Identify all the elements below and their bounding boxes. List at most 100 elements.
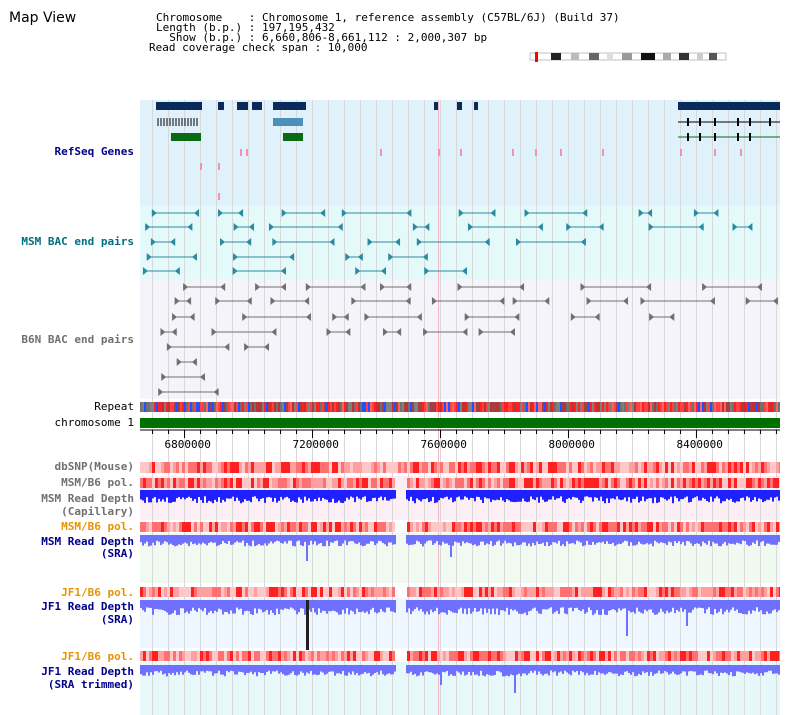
track-label-jf1-b6-pol[interactable]: JF1/B6 pol. [61, 586, 134, 599]
jf1-trim-pol-strip [239, 651, 242, 661]
jf1-trim-depth-bar [764, 665, 766, 673]
msm-sra-depth-bar [296, 535, 298, 542]
msm-pol-strip [470, 478, 473, 488]
msm-pol-strip [233, 478, 236, 488]
track-label-msm-b6-pol-sra[interactable]: MSM/B6 pol. [61, 520, 134, 533]
jf1-trim-pol-strip [386, 651, 389, 661]
jf1-trim-pol-strip [326, 651, 329, 661]
b6n-bac-pair-end [649, 313, 655, 321]
jf1-sra-depth-bar [738, 600, 740, 614]
jf1-pol-strip [416, 587, 419, 597]
jf1-trim-pol-strip [707, 651, 710, 661]
track-label-b6n-bac[interactable]: B6N BAC end pairs [21, 333, 134, 346]
jf1-pol-strip [338, 587, 341, 597]
jf1-pol-strip [182, 587, 185, 597]
track-label-msm-depth-capillary-1[interactable]: MSM Read Depth [41, 492, 134, 505]
msm-pol-strip [239, 478, 242, 488]
msm-sra-depth-bar [592, 535, 594, 542]
repeat-segment [260, 402, 262, 412]
track-label-msm-depth-sra-1[interactable]: MSM Read Depth [41, 535, 134, 548]
msm-sra-depth-bar [578, 535, 580, 542]
msm-bac-pair-end [191, 253, 197, 261]
repeat-segment [202, 402, 204, 412]
track-label-refseq-genes[interactable]: RefSeq Genes [54, 145, 134, 158]
repeat-segment [658, 402, 660, 412]
dbsnp-strip [752, 462, 755, 473]
jf1-trim-depth-bar [554, 665, 556, 672]
msm-sra-depth-bar [556, 535, 558, 544]
msm-pol-strip [209, 478, 212, 488]
msm-sra-pol-strip [728, 522, 731, 532]
msm-capillary-depth-bar [234, 490, 236, 502]
msm-sra-pol-strip [455, 522, 458, 532]
msm-sra-depth-bar [490, 535, 492, 542]
msm-sra-depth-bar [630, 535, 632, 543]
jf1-sra-depth-bar [468, 600, 470, 609]
msm-sra-pol-strip [620, 522, 623, 532]
msm-capillary-depth-bar [716, 490, 718, 497]
msm-capillary-depth-bar [284, 490, 286, 498]
jf1-sra-depth-bar [768, 600, 770, 614]
b6n-bac-track-bg [140, 279, 780, 399]
jf1-trim-pol-strip [446, 651, 449, 661]
msm-capillary-depth-bar [326, 490, 328, 500]
msm-capillary-depth-bar [330, 490, 332, 503]
jf1-pol-strip [749, 587, 752, 597]
jf1-trim-pol-strip [491, 651, 494, 661]
msm-capillary-depth-bar [328, 490, 330, 503]
jf1-pol-strip [173, 587, 176, 597]
jf1-trim-depth-bar [678, 665, 680, 675]
msm-pol-strip [227, 478, 230, 488]
repeat-segment [454, 402, 456, 412]
msm-capillary-depth-bar [680, 490, 682, 500]
jf1-pol-strip [479, 587, 482, 597]
jf1-trim-depth-bar [758, 665, 760, 676]
jf1-sra-depth-bar [380, 600, 382, 609]
track-label-jf1-b6-pol-trim[interactable]: JF1/B6 pol. [61, 650, 134, 663]
dbsnp-strip [203, 462, 206, 473]
jf1-trim-depth-bar [178, 665, 180, 675]
track-label-dbsnp[interactable]: dbSNP(Mouse) [54, 460, 134, 473]
b6n-bac-pair-end [380, 283, 386, 291]
repeat-segment [220, 402, 222, 412]
msm-capillary-depth-bar [770, 490, 772, 498]
repeat-segment [366, 402, 368, 412]
dbsnp-strip [710, 462, 713, 473]
track-label-jf1-depth-trim-1[interactable]: JF1 Read Depth [41, 665, 134, 678]
track-label-msm-b6-pol[interactable]: MSM/B6 pol. [61, 476, 134, 489]
msm-bac-pair-end [467, 223, 473, 231]
msm-pol-strip [485, 478, 488, 488]
chromosome-ideogram[interactable] [529, 51, 729, 63]
jf1-pol-strip [440, 587, 443, 597]
msm-sra-depth-bar [194, 535, 196, 544]
track-label-jf1-depth-sra-1[interactable]: JF1 Read Depth [41, 600, 134, 613]
msm-sra-depth-bar [668, 535, 670, 542]
msm-pol-strip [410, 478, 413, 488]
dbsnp-strip [515, 462, 518, 473]
repeat-segment [648, 402, 650, 412]
track-label-msm-bac[interactable]: MSM BAC end pairs [21, 235, 134, 248]
jf1-trim-depth-bar [508, 665, 510, 677]
jf1-pol-strip [470, 587, 473, 597]
gene-mark [680, 149, 682, 156]
msm-pol-strip [182, 478, 185, 488]
dbsnp-strip [560, 462, 563, 473]
repeat-segment [140, 402, 142, 412]
jf1-trim-pol-strip [632, 651, 635, 661]
msm-sra-depth-bar [330, 535, 332, 543]
msm-pol-strip [734, 478, 737, 488]
jf1-sra-depth-bar [394, 600, 396, 613]
msm-pol-strip [170, 478, 173, 488]
dbsnp-strip [683, 462, 686, 473]
jf1-sra-depth-bar [510, 600, 512, 610]
msm-sra-pol-strip [467, 522, 470, 532]
genome-track-panel[interactable] [140, 98, 780, 715]
repeat-segment [650, 402, 652, 412]
jf1-trim-depth-bar [274, 665, 276, 672]
b6n-bac-pair-end [332, 313, 338, 321]
msm-bac-pair-end [638, 209, 644, 217]
jf1-pol-strip [380, 587, 383, 597]
jf1-sra-depth-bar [190, 600, 192, 611]
jf1-trim-depth-bar [606, 665, 608, 674]
jf1-sra-depth-bar [658, 600, 660, 613]
